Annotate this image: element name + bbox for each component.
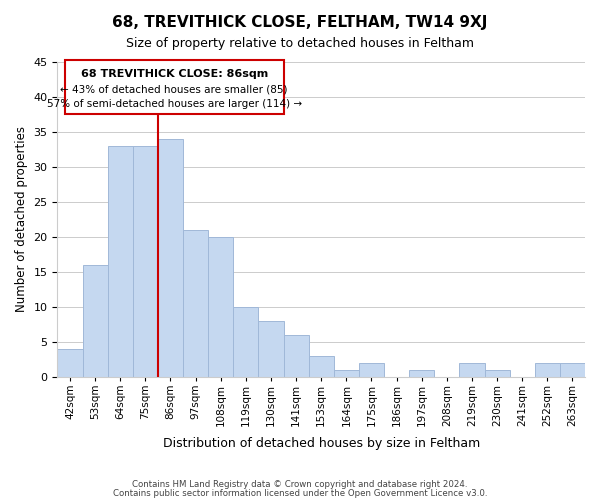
Bar <box>208 236 233 377</box>
Bar <box>409 370 434 377</box>
Bar <box>183 230 208 377</box>
Bar <box>233 306 259 377</box>
Bar <box>284 335 308 377</box>
Bar <box>359 363 384 377</box>
X-axis label: Distribution of detached houses by size in Feltham: Distribution of detached houses by size … <box>163 437 480 450</box>
Bar <box>308 356 334 377</box>
Text: 57% of semi-detached houses are larger (114) →: 57% of semi-detached houses are larger (… <box>47 100 302 110</box>
Text: Contains public sector information licensed under the Open Government Licence v3: Contains public sector information licen… <box>113 488 487 498</box>
Bar <box>334 370 359 377</box>
Bar <box>58 349 83 377</box>
Bar <box>107 146 133 377</box>
Bar <box>485 370 509 377</box>
Bar <box>133 146 158 377</box>
Text: ← 43% of detached houses are smaller (85): ← 43% of detached houses are smaller (85… <box>61 85 288 95</box>
Y-axis label: Number of detached properties: Number of detached properties <box>15 126 28 312</box>
Bar <box>535 363 560 377</box>
Bar <box>460 363 485 377</box>
Text: 68 TREVITHICK CLOSE: 86sqm: 68 TREVITHICK CLOSE: 86sqm <box>80 68 268 78</box>
Bar <box>560 363 585 377</box>
Text: Size of property relative to detached houses in Feltham: Size of property relative to detached ho… <box>126 38 474 51</box>
Text: Contains HM Land Registry data © Crown copyright and database right 2024.: Contains HM Land Registry data © Crown c… <box>132 480 468 489</box>
Text: 68, TREVITHICK CLOSE, FELTHAM, TW14 9XJ: 68, TREVITHICK CLOSE, FELTHAM, TW14 9XJ <box>112 15 488 30</box>
FancyBboxPatch shape <box>65 60 284 114</box>
Bar <box>158 138 183 377</box>
Bar <box>83 264 107 377</box>
Bar <box>259 321 284 377</box>
